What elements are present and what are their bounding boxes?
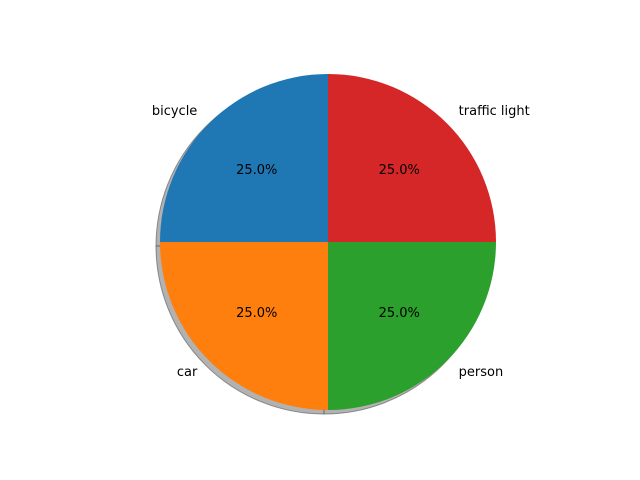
pie-slice-traffic-light: [328, 74, 496, 242]
pie-slice-person: [328, 242, 496, 410]
pie-slice-car: [160, 242, 328, 410]
pie-labels: bicycle 25.0% car 25.0% person 25.0% traffic l…: [152, 104, 530, 380]
category-label-traffic-light: traffic light: [459, 104, 530, 119]
pie-slices: [160, 74, 496, 410]
category-label-bicycle: bicycle: [152, 104, 197, 119]
percent-label-traffic-light: 25.0%: [379, 163, 420, 178]
percent-label-person: 25.0%: [379, 306, 420, 321]
category-label-car: car: [177, 365, 198, 380]
category-label-person: person: [459, 365, 504, 380]
pie-slice-bicycle: [160, 74, 328, 242]
percent-label-bicycle: 25.0%: [236, 163, 277, 178]
percent-label-car: 25.0%: [236, 306, 277, 321]
